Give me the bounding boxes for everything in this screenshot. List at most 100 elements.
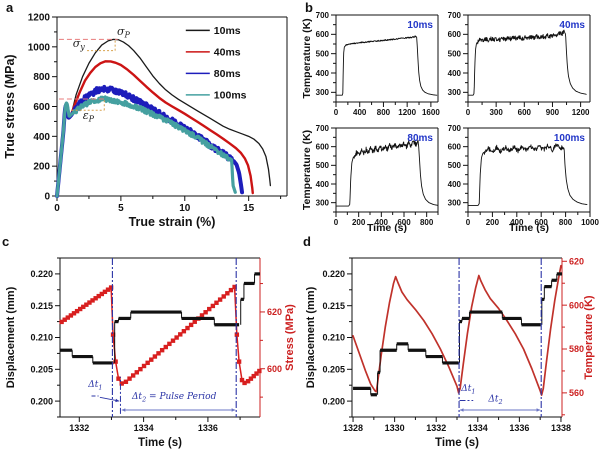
svg-text:0.205: 0.205	[322, 364, 345, 374]
svg-text:Time (s): Time (s)	[138, 437, 182, 449]
pulse-duration-label: 80ms	[407, 133, 433, 144]
axes-ticks: 0 200 400 600 800 300 400 500 600 700	[316, 124, 439, 227]
svg-text:10: 10	[179, 203, 191, 214]
pulse-duration-label: 100ms	[554, 133, 586, 144]
svg-text:700: 700	[316, 11, 330, 20]
svg-text:1000: 1000	[28, 42, 51, 53]
svg-text:15: 15	[243, 203, 255, 214]
svg-text:100ms: 100ms	[554, 133, 586, 144]
svg-text:580: 580	[569, 344, 584, 354]
svg-text:0.220: 0.220	[322, 269, 345, 279]
y-axis-title: Temperature (K)	[301, 18, 313, 98]
svg-text:0.215: 0.215	[322, 301, 345, 311]
svg-text:800: 800	[377, 108, 391, 117]
svg-text:True stress (MPa): True stress (MPa)	[3, 54, 17, 158]
svg-text:1200: 1200	[572, 108, 590, 117]
svg-text:0: 0	[466, 218, 471, 227]
svg-text:10ms: 10ms	[407, 20, 433, 31]
svg-text:0.215: 0.215	[30, 301, 53, 311]
svg-text:600: 600	[397, 218, 411, 227]
svg-text:400: 400	[448, 69, 462, 78]
svg-text:Displacement (mm): Displacement (mm)	[5, 286, 17, 388]
svg-text:1334: 1334	[134, 423, 154, 433]
axes-ticks: 1332 1334 1336 0.200 0.205 0.210 0.215 0.220 600…	[30, 257, 282, 433]
svg-text:1336: 1336	[509, 423, 529, 433]
series-40ms	[55, 60, 254, 198]
legend: 10ms 40ms 80ms 100ms	[185, 25, 247, 101]
svg-text:0.205: 0.205	[30, 364, 53, 374]
temperature-chart-100ms: 0 200 400 600 800 1000 300 400 500 600 700 Time (s)…	[448, 124, 600, 234]
svg-text:1200: 1200	[398, 108, 416, 117]
svg-text:1200: 1200	[28, 13, 51, 24]
y-axis-title: Temperature (K)	[301, 130, 313, 210]
svg-text:0: 0	[54, 203, 60, 214]
svg-text:Temperature (K): Temperature (K)	[583, 295, 595, 379]
svg-text:0: 0	[466, 108, 471, 117]
series-displacement	[353, 272, 562, 397]
svg-text:620: 620	[569, 256, 584, 266]
svg-text:600: 600	[316, 30, 330, 39]
svg-text:0.220: 0.220	[30, 269, 53, 279]
series-temperature-10ms	[335, 35, 438, 96]
svg-text:Temperature (K): Temperature (K)	[301, 18, 313, 98]
right-axis-title: Temperature (K)	[583, 295, 595, 379]
svg-text:600: 600	[316, 142, 330, 151]
svg-text:Temperature (K): Temperature (K)	[301, 130, 313, 210]
svg-text:40ms: 40ms	[214, 46, 241, 58]
x-axis-title: Time (s)	[435, 437, 479, 449]
temperature-chart-80ms: 0 200 400 600 800 300 400 500 600 700 Time (s) Temp…	[301, 124, 439, 234]
axes-ticks: 0 300 600 900 1200 300 400 500 600 700	[448, 11, 590, 117]
series-stress	[59, 284, 262, 386]
svg-text:5: 5	[118, 203, 124, 214]
svg-text:1336: 1336	[198, 423, 218, 433]
svg-text:Time (s): Time (s)	[509, 222, 549, 234]
stress-strain-chart: 0 5 10 15 0 200 400 600 800 1000 1200 σP σy εP 10ms 40m…	[3, 13, 288, 229]
svg-text:300: 300	[489, 108, 503, 117]
svg-text:0: 0	[334, 108, 339, 117]
x-axis-title: Time (s)	[138, 437, 182, 449]
svg-text:400: 400	[316, 69, 330, 78]
svg-text:1600: 1600	[422, 108, 440, 117]
svg-text:Time (s): Time (s)	[367, 222, 407, 234]
svg-text:600: 600	[448, 30, 462, 39]
series-displacement	[60, 272, 260, 365]
svg-text:Δt2 = Pulse Period: Δt2 = Pulse Period	[131, 392, 217, 404]
series-temperature	[352, 264, 562, 396]
svg-text:Δt1: Δt1	[460, 384, 475, 396]
svg-text:1338: 1338	[551, 423, 571, 433]
temperature-chart-40ms: 0 300 600 900 1200 300 400 500 600 700 40ms	[448, 11, 591, 117]
plot-frame	[335, 127, 439, 213]
svg-text:300: 300	[316, 198, 330, 207]
axes-ticks: 0 400 800 1200 1600 300 400 500 600 700	[316, 11, 441, 117]
annotations: σP σy εP	[58, 25, 131, 124]
svg-text:Displacement (mm): Displacement (mm)	[305, 286, 317, 388]
svg-text:400: 400	[316, 180, 330, 189]
annotations: Δt1 Δt2	[458, 258, 542, 417]
annotations: Δt1 Δt2 = Pulse Period	[87, 258, 237, 417]
svg-text:500: 500	[448, 161, 462, 170]
panel-label-b: b	[305, 0, 313, 15]
panel-label-d: d	[303, 234, 311, 249]
svg-text:Stress (MPa): Stress (MPa)	[284, 304, 296, 371]
svg-text:0.210: 0.210	[30, 333, 53, 343]
svg-text:600: 600	[267, 364, 282, 374]
displacement-temperature-chart: 1328 1330 1332 1334 1336 1338 0.200 0.205 0.210 0…	[305, 256, 595, 449]
svg-text:900: 900	[546, 108, 560, 117]
svg-text:700: 700	[448, 11, 462, 20]
svg-text:620: 620	[267, 307, 282, 317]
svg-text:300: 300	[448, 198, 462, 207]
panel-label-c: c	[2, 234, 10, 249]
plot-frame	[335, 14, 439, 103]
svg-text:0: 0	[44, 192, 50, 203]
svg-text:400: 400	[510, 218, 524, 227]
svg-text:560: 560	[569, 388, 584, 398]
right-axis-title: Stress (MPa)	[284, 304, 296, 371]
svg-text:80ms: 80ms	[214, 68, 241, 80]
svg-text:600: 600	[33, 102, 50, 113]
displacement-stress-chart: 1332 1334 1336 0.200 0.205 0.210 0.215 0.220 600…	[5, 257, 296, 449]
svg-text:800: 800	[420, 218, 434, 227]
svg-text:400: 400	[375, 218, 389, 227]
svg-text:500: 500	[316, 49, 330, 58]
svg-text:1330: 1330	[385, 423, 405, 433]
